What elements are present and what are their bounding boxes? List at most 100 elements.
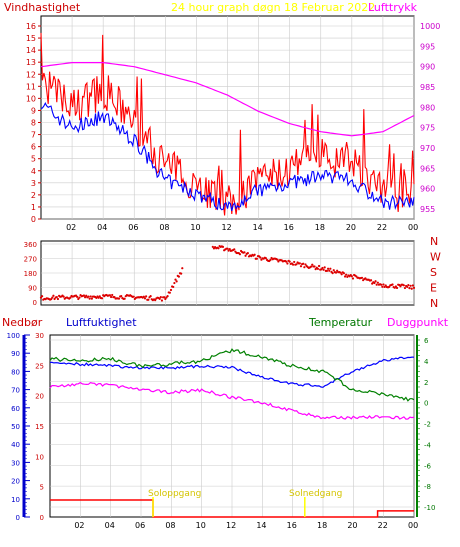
wind-direction-point — [53, 297, 56, 301]
temperature-tick-label: 6 — [424, 337, 429, 345]
chart-title: 24 hour graph døgn 18 Februar 2022 — [171, 1, 375, 14]
wind-direction-point — [175, 280, 178, 283]
wind-direction-point — [82, 294, 86, 297]
wind-direction-point — [132, 295, 135, 298]
panel2-y-tick-label: 0 — [33, 299, 37, 307]
wind-direction-point — [340, 273, 343, 276]
rain-tick-label: 10 — [35, 453, 44, 461]
wind-direction-point — [226, 247, 229, 250]
wind-direction-point — [391, 283, 394, 286]
wind-direction-point — [384, 284, 387, 287]
wind-direction-point — [380, 283, 383, 286]
panel3-x-tick-label: 10 — [196, 521, 206, 530]
panel1-y2-tick-label: 970 — [420, 144, 435, 153]
panel1-y-tick-label: 9 — [31, 106, 36, 115]
wind-direction-point — [411, 284, 414, 287]
panel1-y2-tick-label: 980 — [420, 103, 435, 112]
wind-direction-point — [331, 271, 334, 275]
panel1-y2-tick-label: 965 — [420, 164, 435, 173]
wind-direction-point — [383, 285, 386, 289]
panel1-y-tick-label: 15 — [26, 34, 36, 43]
panel1-y2-tick-label: 955 — [420, 205, 435, 214]
panel1-y-tick-label: 13 — [26, 58, 36, 67]
wind-direction-point — [123, 297, 126, 300]
dewpoint-label: Duggpunkt — [387, 316, 449, 329]
wind-direction-point — [313, 265, 316, 268]
panel1-y-tick-label: 2 — [31, 191, 36, 200]
panel1-y-tick-label: 16 — [26, 22, 36, 31]
panel2-direction-label: S — [430, 266, 437, 279]
humidity-tick-label: 50 — [11, 423, 20, 431]
wind-direction-point — [211, 245, 214, 248]
panel1-y2-tick-label: 975 — [420, 124, 435, 133]
wind-direction-point — [303, 266, 306, 269]
wind-direction-point — [243, 251, 246, 254]
wind-direction-point — [299, 265, 303, 268]
wind-direction-point — [88, 297, 91, 300]
wind-direction-point — [181, 267, 184, 270]
wind-direction-point — [149, 294, 152, 298]
wind-direction-point — [322, 268, 325, 271]
wind-direction-point — [109, 295, 113, 299]
panel1-y2-ticks: 955 960 965 970 975 980 985 990 995 1000 — [420, 22, 440, 214]
wind-direction-point — [412, 286, 416, 289]
wind-direction-point — [376, 281, 379, 284]
wind-direction-point — [51, 296, 54, 299]
wind-direction-point — [163, 296, 166, 299]
humidity-tick-label: 40 — [11, 441, 20, 449]
panel1-x-tick-label: 14 — [253, 223, 263, 232]
wind-direction-point — [238, 253, 242, 256]
wind-direction-point — [83, 296, 87, 299]
wind-direction-point — [120, 295, 123, 298]
temperature-tick-label: -8 — [424, 483, 431, 491]
wind-direction-point — [145, 295, 148, 298]
rain-line — [50, 499, 414, 518]
wind-direction-point — [339, 271, 342, 274]
panel2-direction-label: E — [430, 282, 437, 295]
wind-direction-point — [228, 248, 231, 251]
wind-direction-point — [288, 260, 291, 263]
humidity-tick-label: 70 — [11, 387, 20, 395]
rain-tick-label: 5 — [40, 484, 44, 492]
wind-direction-point — [317, 264, 321, 268]
wind-direction-point — [76, 295, 79, 298]
wind-direction-point — [326, 267, 330, 270]
panel2-y-tick-label: 270 — [24, 256, 37, 264]
wind-direction-point — [286, 262, 289, 265]
wind-direction-point — [381, 285, 384, 288]
wind-direction-point — [276, 258, 279, 261]
wind-direction-point — [298, 262, 301, 265]
wind-direction-point — [98, 295, 101, 298]
temperature-tick-label: 2 — [424, 379, 428, 387]
panel1-x-tick-label: 12 — [222, 223, 232, 232]
wind-direction-point — [332, 269, 335, 272]
rain-tick-label: 15 — [35, 423, 44, 431]
wind-direction-point — [108, 294, 112, 297]
panel1-x-ticks: 02 04 06 08 10 12 14 16 18 20 22 00 — [66, 223, 418, 232]
wind-direction-point — [360, 276, 364, 279]
panel1-y-tick-label: 10 — [26, 94, 36, 103]
wind-direction-point — [244, 254, 247, 257]
wind-direction-point — [90, 297, 93, 300]
rain-tick-label: 25 — [35, 362, 44, 370]
panel1-y2-tick-label: 995 — [420, 42, 435, 51]
wind-direction-point — [85, 294, 88, 297]
wind-direction-point — [406, 285, 409, 289]
rain-tick-label: 20 — [35, 393, 44, 401]
panel3-x-tick-label: 12 — [226, 521, 236, 530]
wind-direction-point — [172, 285, 175, 289]
panel1-y-tick-label: 7 — [31, 131, 36, 140]
wind-direction-point — [253, 253, 256, 256]
humidity-tick-label: 80 — [11, 368, 20, 376]
wind-direction-point — [180, 272, 183, 275]
panel1-x-tick-label: 18 — [315, 223, 325, 232]
wind-direction-point — [227, 249, 230, 252]
wind-direction-point — [55, 295, 58, 299]
wind-direction-point — [87, 295, 90, 298]
wind-direction-point — [255, 257, 258, 260]
humidity-tick-label: 100 — [7, 332, 20, 340]
